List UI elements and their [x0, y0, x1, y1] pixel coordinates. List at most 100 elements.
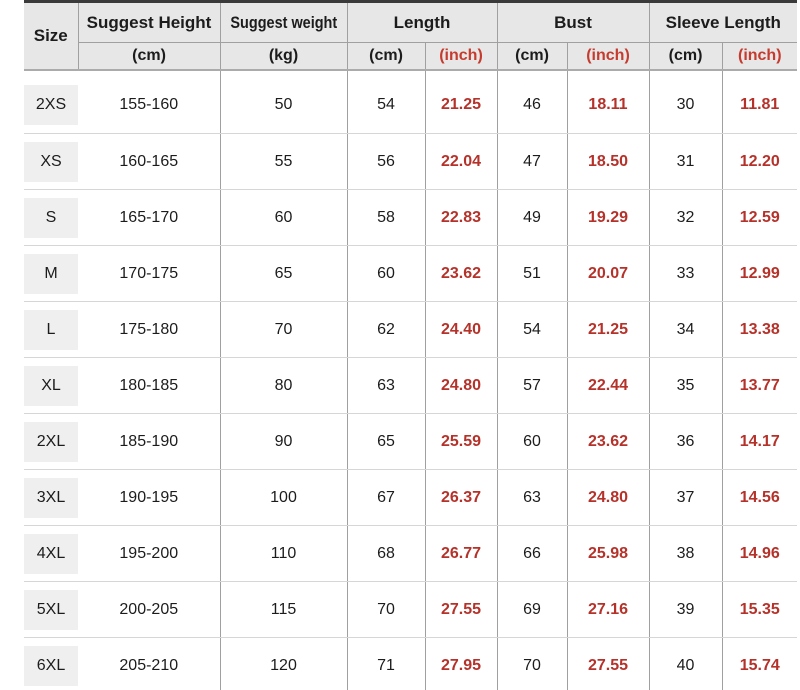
- cell-bust-inch: 22.44: [566, 357, 649, 414]
- cell-height-cm: 200-205: [78, 581, 220, 638]
- table-row: 4XL 195-200 110 68 26.77 66 25.98 38 14.96: [24, 525, 798, 582]
- suggest-weight-label: Suggest weight: [230, 12, 337, 32]
- cell-weight-kg: 115: [219, 581, 347, 638]
- cell-sleeve-cm: 37: [648, 469, 722, 526]
- table-row: 2XL 185-190 90 65 25.59 60 23.62 36 14.17: [24, 413, 798, 470]
- cell-size: 3XL: [24, 469, 78, 526]
- cell-sleeve-inch: 14.17: [721, 413, 798, 470]
- cell-bust-inch: 21.25: [566, 301, 649, 358]
- table-row: 5XL 200-205 115 70 27.55 69 27.16 39 15.35: [24, 581, 798, 638]
- unit-length-cm: (cm): [346, 42, 425, 71]
- cell-bust-cm: 51: [496, 245, 567, 302]
- cell-length-inch: 21.25: [424, 77, 497, 134]
- cell-size: 2XS: [24, 77, 78, 134]
- cell-height-cm: 165-170: [78, 189, 220, 246]
- cell-height-cm: 205-210: [78, 637, 220, 690]
- cell-weight-kg: 55: [219, 133, 347, 190]
- cell-length-inch: 25.59: [424, 413, 497, 470]
- cell-length-inch: 22.04: [424, 133, 497, 190]
- cell-height-cm: 160-165: [78, 133, 220, 190]
- cell-sleeve-cm: 35: [648, 357, 722, 414]
- cell-bust-cm: 63: [496, 469, 567, 526]
- cell-length-cm: 62: [346, 301, 425, 358]
- cell-sleeve-inch: 12.99: [721, 245, 798, 302]
- cell-size: L: [24, 301, 78, 358]
- cell-length-inch: 24.40: [424, 301, 497, 358]
- cell-sleeve-inch: 15.74: [721, 637, 798, 690]
- cell-bust-inch: 24.80: [566, 469, 649, 526]
- cell-weight-kg: 50: [219, 77, 347, 134]
- cell-bust-cm: 54: [496, 301, 567, 358]
- cell-length-cm: 65: [346, 413, 425, 470]
- cell-height-cm: 185-190: [78, 413, 220, 470]
- size-badge: 5XL: [24, 589, 78, 630]
- table-row: 3XL 190-195 100 67 26.37 63 24.80 37 14.56: [24, 469, 798, 526]
- cell-height-cm: 180-185: [78, 357, 220, 414]
- cell-sleeve-cm: 34: [648, 301, 722, 358]
- cell-sleeve-cm: 40: [648, 637, 722, 690]
- size-badge: L: [24, 309, 78, 350]
- col-header-length: Length: [346, 1, 497, 43]
- gap-cell: [78, 69, 220, 78]
- cell-sleeve-inch: 12.20: [721, 133, 798, 190]
- cell-length-inch: 27.55: [424, 581, 497, 638]
- cell-length-cm: 56: [346, 133, 425, 190]
- cell-bust-inch: 27.16: [566, 581, 649, 638]
- table-row: XS 160-165 55 56 22.04 47 18.50 31 12.20: [24, 133, 798, 190]
- gap-cell: [496, 69, 567, 78]
- cell-sleeve-inch: 14.96: [721, 525, 798, 582]
- size-badge: 2XL: [24, 421, 78, 462]
- header-units-row: (cm) (kg) (cm) (inch) (cm) (inch) (cm) (…: [24, 42, 798, 71]
- cell-weight-kg: 60: [219, 189, 347, 246]
- cell-length-inch: 23.62: [424, 245, 497, 302]
- cell-weight-kg: 110: [219, 525, 347, 582]
- cell-sleeve-cm: 36: [648, 413, 722, 470]
- size-badge: XS: [24, 141, 78, 182]
- col-header-bust: Bust: [496, 1, 649, 43]
- cell-bust-cm: 49: [496, 189, 567, 246]
- cell-sleeve-inch: 12.59: [721, 189, 798, 246]
- cell-weight-kg: 80: [219, 357, 347, 414]
- size-badge: 6XL: [24, 645, 78, 686]
- cell-size: M: [24, 245, 78, 302]
- cell-bust-cm: 69: [496, 581, 567, 638]
- cell-sleeve-cm: 39: [648, 581, 722, 638]
- cell-weight-kg: 70: [219, 301, 347, 358]
- cell-sleeve-inch: 14.56: [721, 469, 798, 526]
- cell-size: S: [24, 189, 78, 246]
- cell-size: 2XL: [24, 413, 78, 470]
- cell-sleeve-inch: 13.77: [721, 357, 798, 414]
- cell-sleeve-cm: 31: [648, 133, 722, 190]
- cell-length-cm: 71: [346, 637, 425, 690]
- table-row: XL 180-185 80 63 24.80 57 22.44 35 13.77: [24, 357, 798, 414]
- size-badge: M: [24, 253, 78, 294]
- cell-length-inch: 27.95: [424, 637, 497, 690]
- cell-length-cm: 67: [346, 469, 425, 526]
- cell-weight-kg: 120: [219, 637, 347, 690]
- unit-height-cm: (cm): [77, 42, 220, 71]
- size-badge: 2XS: [24, 85, 78, 126]
- cell-size: XS: [24, 133, 78, 190]
- cell-bust-inch: 19.29: [566, 189, 649, 246]
- cell-height-cm: 175-180: [78, 301, 220, 358]
- table-row: S 165-170 60 58 22.83 49 19.29 32 12.59: [24, 189, 798, 246]
- table-row: 2XS 155-160 50 54 21.25 46 18.11 30 11.81: [24, 77, 798, 134]
- size-badge: XL: [24, 365, 78, 406]
- unit-length-inch: (inch): [424, 42, 497, 71]
- unit-sleeve-cm: (cm): [648, 42, 722, 71]
- cell-length-cm: 54: [346, 77, 425, 134]
- cell-sleeve-cm: 33: [648, 245, 722, 302]
- cell-bust-cm: 66: [496, 525, 567, 582]
- gap-cell: [24, 69, 78, 78]
- cell-height-cm: 190-195: [78, 469, 220, 526]
- gap-cell: [566, 69, 649, 78]
- gap-cell: [424, 69, 497, 78]
- col-header-suggest-weight: Suggest weight: [219, 1, 347, 43]
- cell-sleeve-inch: 15.35: [721, 581, 798, 638]
- cell-bust-cm: 57: [496, 357, 567, 414]
- unit-bust-inch: (inch): [566, 42, 649, 71]
- cell-length-inch: 24.80: [424, 357, 497, 414]
- col-header-size: Size: [24, 1, 78, 71]
- cell-length-cm: 70: [346, 581, 425, 638]
